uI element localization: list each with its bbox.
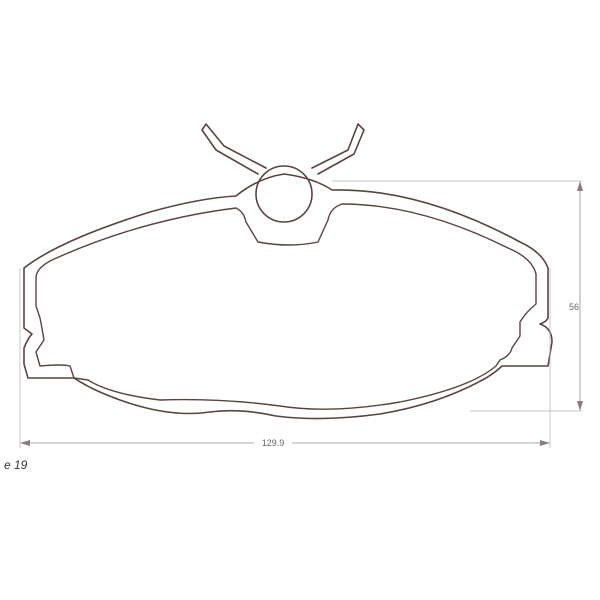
width-dimension-label: 129.9 (262, 438, 285, 448)
spring-clip (201, 123, 365, 175)
height-dimension-label: 56 (569, 302, 579, 312)
wear-sensor-circle (255, 165, 313, 223)
reference-code-label: e 19 (4, 458, 28, 472)
height-dimension: 56 (332, 180, 583, 412)
width-dimension: 129.9 (19, 268, 551, 448)
friction-material-outline (35, 203, 537, 410)
backing-plate-outline (23, 173, 553, 420)
